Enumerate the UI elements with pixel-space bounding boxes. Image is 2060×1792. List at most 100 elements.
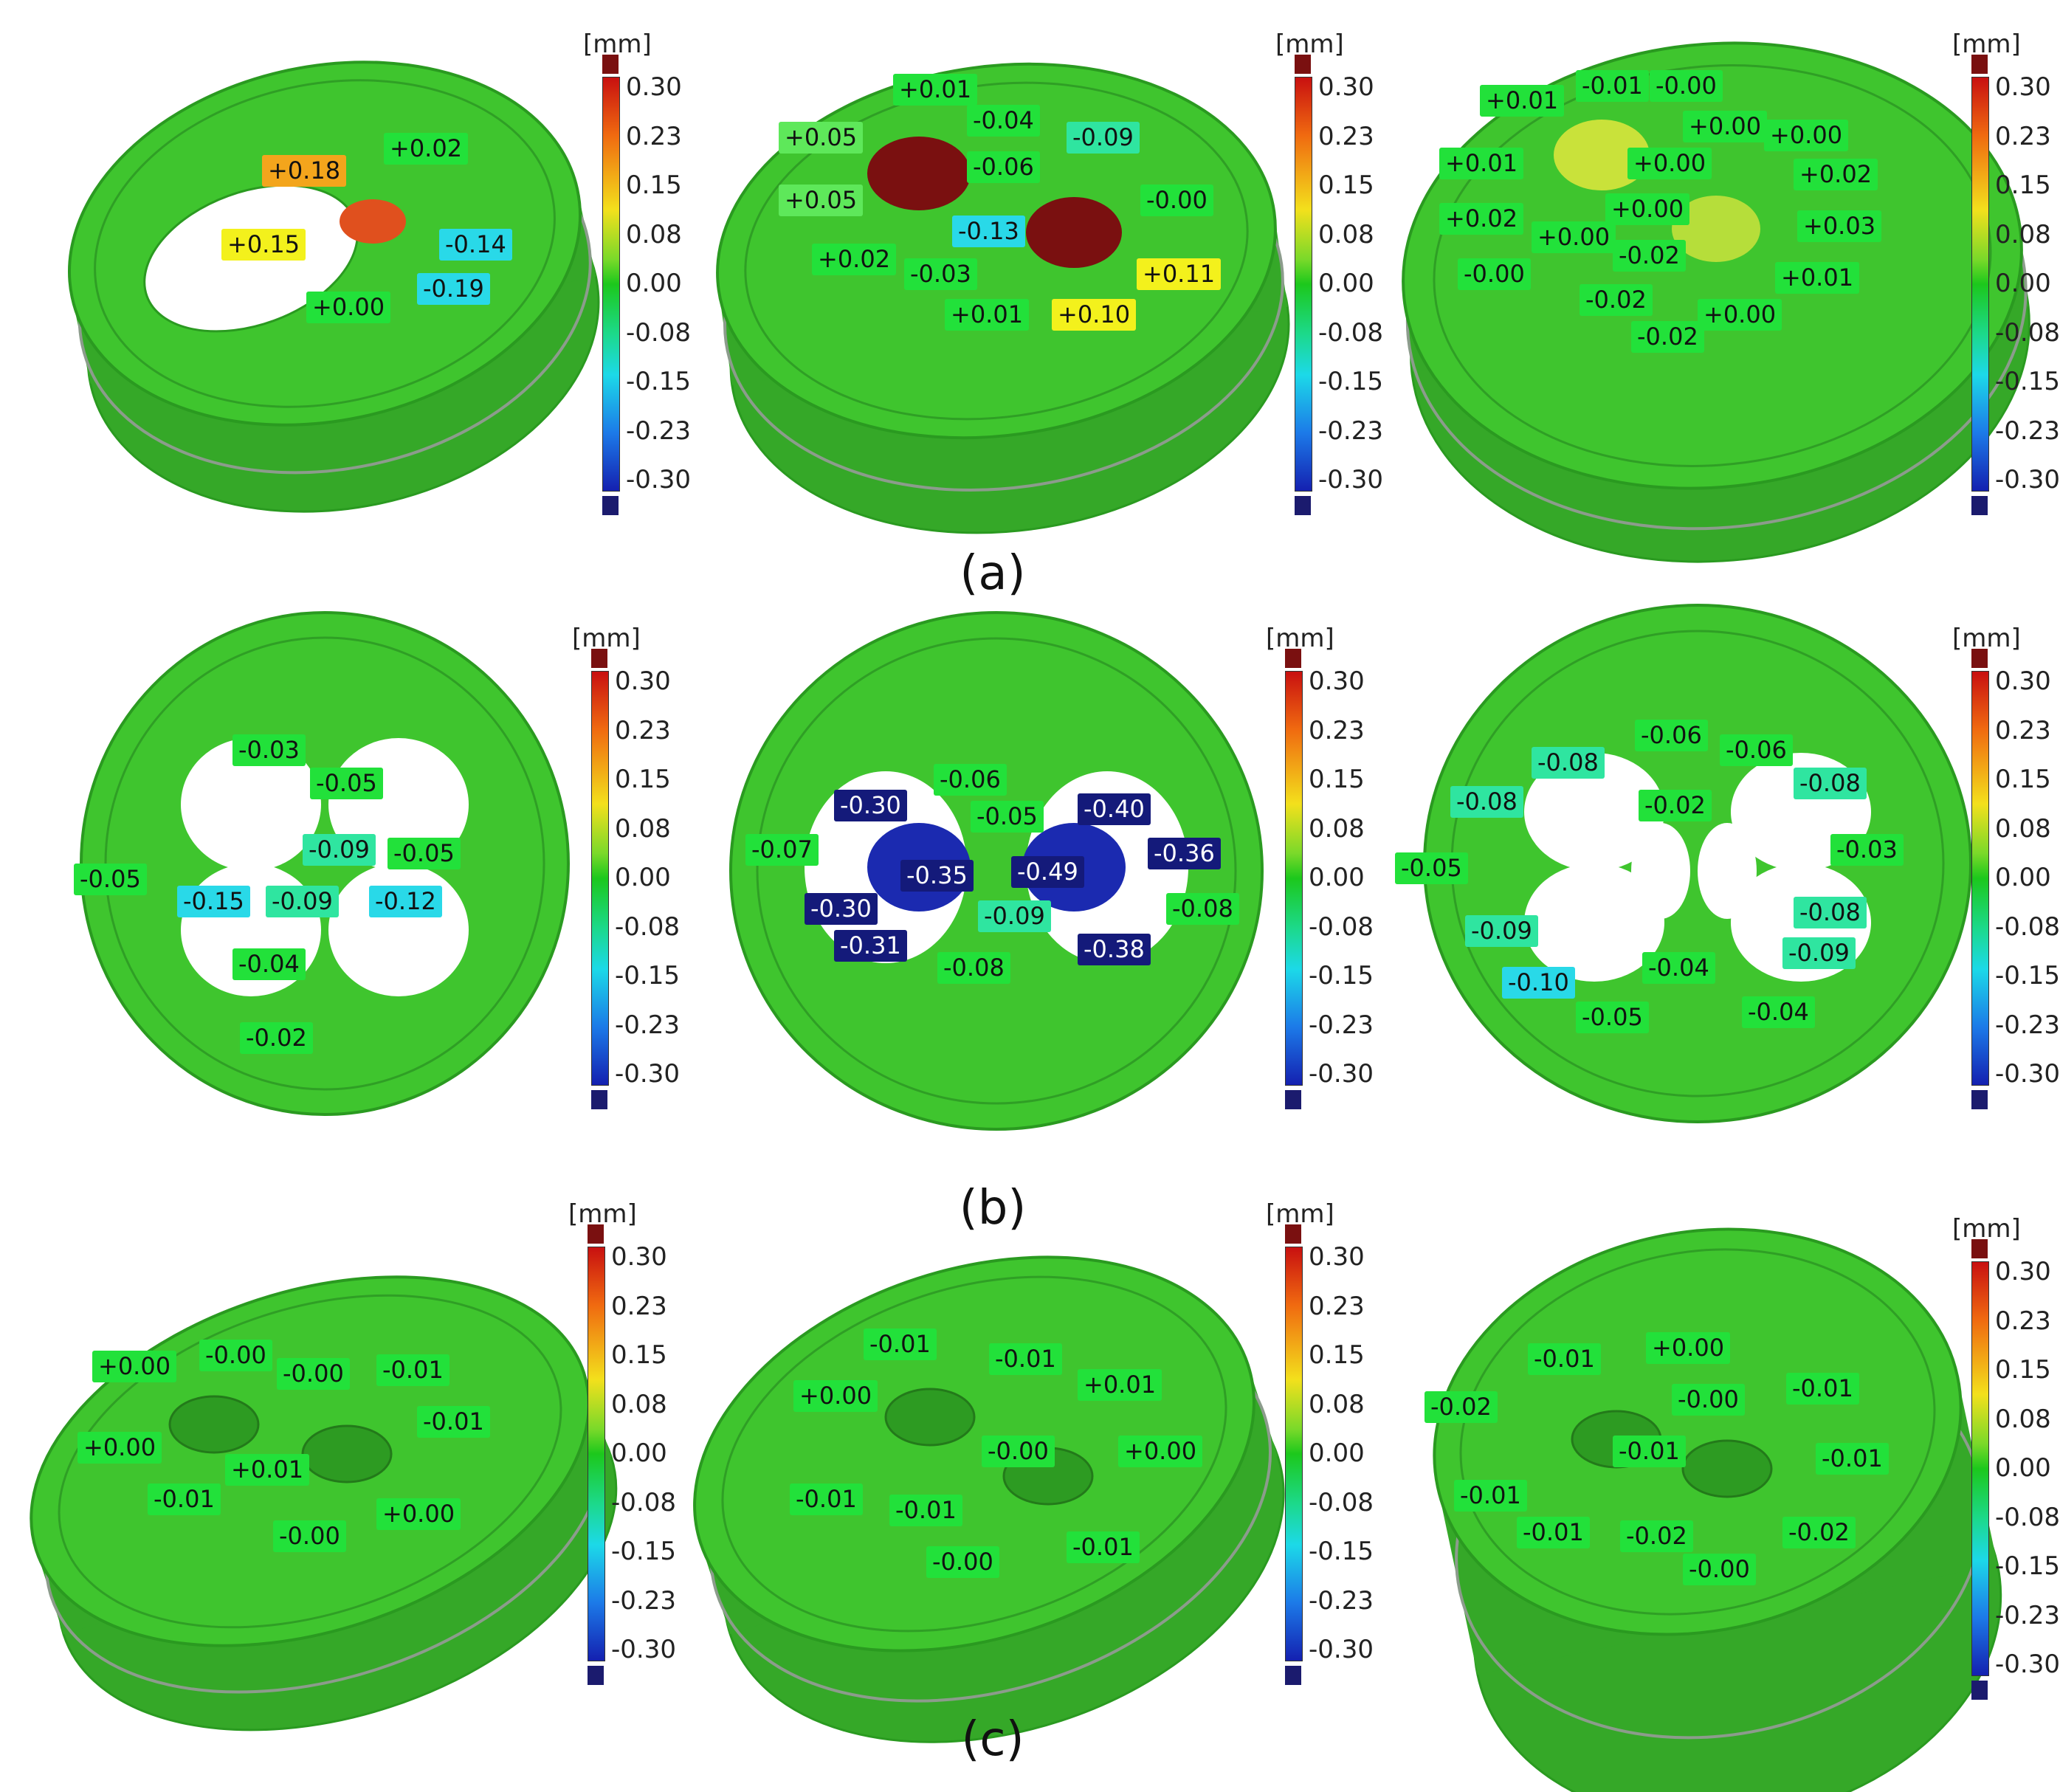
deviation-callout: +0.00 [92,1351,177,1382]
deviation-callout: -0.08 [1532,747,1605,779]
color-scale-tick-label: 0.08 [1995,1404,2051,1434]
color-scale-tick-label: 0.23 [1995,121,2051,151]
b3-slot [1631,823,1690,919]
deviation-callout: -0.02 [1613,240,1686,272]
color-scale-tick-label: -0.08 [615,911,680,942]
deviation-callout: -0.04 [967,105,1040,137]
deviation-callout: -0.01 [1613,1436,1686,1467]
deviation-callout: +0.00 [1118,1436,1203,1467]
color-scale-tick-label: -0.23 [1309,1585,1374,1616]
part-hole [1681,1439,1773,1498]
color-scale-tick-label: 0.30 [1995,72,2051,102]
color-scale-underflow-swatch [1971,1090,1988,1109]
part-hole [301,1424,393,1483]
deviation-callout: -0.05 [74,864,147,895]
deviation-callout: -0.08 [1794,768,1867,799]
color-scale-tick-label: -0.30 [1318,465,1383,494]
deviation-callout: -0.06 [1720,734,1793,766]
color-scale-bar [1285,671,1303,1086]
deviation-callout: -0.49 [1011,856,1084,888]
deviation-callout: -0.02 [1639,790,1712,821]
color-scale-underflow-swatch [602,496,619,515]
color-scale-tick-label: 0.15 [615,765,671,794]
color-scale-tick-label: 0.23 [626,121,682,151]
color-scale-tick-label: -0.23 [1318,416,1383,446]
deviation-callout: -0.02 [1631,321,1704,353]
part-inner-ring [94,79,556,408]
color-scale-tick-label: -0.23 [1995,1600,2060,1630]
color-scale-unit: [mm] [572,624,641,653]
deviation-callout: -0.01 [989,1343,1062,1375]
color-scale-tick-label: -0.30 [1995,1059,2060,1089]
deviation-callout: +0.01 [1078,1369,1162,1401]
color-scale-tick-label: -0.30 [1309,1059,1374,1089]
color-scale-tick-label: 0.30 [626,72,682,102]
deviation-callout: +0.00 [1698,299,1782,331]
deviation-callout: -0.03 [232,734,306,766]
color-scale-tick-label: 0.00 [1318,269,1374,298]
color-scale-overflow-swatch [1285,1224,1301,1244]
color-scale-overflow-swatch [1971,1239,1988,1258]
color-scale-tick-label: 0.30 [1995,666,2051,696]
color-scale-tick-label: -0.23 [626,416,691,446]
deviation-callout: +0.10 [1052,299,1137,331]
deviation-callout: +0.02 [812,244,897,275]
color-scale: [mm] 0.30 0.23 0.15 0.08 0.00 -0.08 -0.15 -0.23 -… [1275,30,1438,531]
deviation-callout: +0.03 [1797,210,1882,242]
color-scale-underflow-swatch [1971,1681,1988,1700]
deviation-callout: -0.06 [967,151,1040,183]
deviation-callout: +0.00 [77,1432,162,1464]
deviation-callout: -0.07 [745,834,819,866]
deviation-callout: +0.01 [945,299,1030,331]
color-scale-tick-label: 0.23 [1318,121,1374,151]
color-scale-unit: [mm] [1952,1214,2021,1244]
color-scale-tick-label: -0.08 [1309,911,1374,942]
color-scale-tick-label: 0.30 [1309,1242,1365,1272]
color-scale-tick-label: -0.23 [615,1010,680,1040]
caption-c: (c) [961,1712,1024,1767]
color-scale: [mm] 0.30 0.23 0.15 0.08 0.00 -0.08 -0.15 -0.23 -… [568,1199,731,1701]
color-scale-bar [1295,77,1312,492]
color-scale-tick-label: -0.15 [611,1537,676,1566]
color-scale-overflow-swatch [588,1224,604,1244]
part-c1 [30,1275,618,1731]
color-scale-tick-label: -0.15 [1309,1537,1374,1566]
deviation-callout: +0.00 [1646,1332,1731,1364]
deviation-callout: -0.12 [369,886,442,917]
color-scale-bar [588,1247,605,1661]
color-scale-tick-label: -0.23 [1309,1010,1374,1040]
color-scale-underflow-swatch [591,1090,607,1109]
color-scale-overflow-swatch [1971,55,1988,74]
color-scale-tick-label: -0.08 [1309,1487,1374,1517]
deviation-callout: -0.04 [1742,996,1815,1028]
color-scale-underflow-swatch [1285,1666,1301,1685]
deviation-callout: -0.01 [148,1483,221,1515]
deviation-callout: -0.00 [1650,70,1723,102]
deviation-callout: -0.01 [790,1483,863,1515]
color-scale: [mm] 0.30 0.23 0.15 0.08 0.00 -0.08 -0.15 -0.23 -… [1952,1214,2060,1716]
deviation-callout: -0.09 [1067,122,1140,154]
color-scale-tick-label: -0.30 [611,1635,676,1664]
deviation-callout: -0.05 [971,801,1044,833]
deviation-callout: -0.01 [1576,70,1649,102]
deviation-callout: -0.30 [834,790,907,821]
color-scale-tick-label: 0.30 [615,666,671,696]
deviation-callout: -0.35 [900,860,974,892]
deviation-callout: +0.00 [376,1498,461,1530]
b1-cutout [181,738,321,871]
color-scale-tick-label: -0.08 [1995,1502,2060,1532]
color-scale-tick-label: 0.23 [1995,1306,2051,1336]
deviation-callout: +0.01 [1439,148,1524,179]
color-scale-tick-label: 0.00 [626,269,682,298]
deviation-callout: -0.01 [376,1354,449,1386]
deviation-callout: +0.15 [221,229,306,261]
color-scale-tick-label: 0.30 [1995,1257,2051,1286]
color-scale-tick-label: -0.08 [626,317,691,348]
deviation-callout: +0.18 [262,155,347,187]
deviation-callout: +0.02 [1439,203,1524,235]
deviation-callout: -0.05 [1576,1002,1649,1033]
deviation-callout: +0.00 [1605,193,1690,225]
color-scale-overflow-swatch [591,649,607,668]
color-scale-tick-label: -0.23 [1995,416,2060,446]
